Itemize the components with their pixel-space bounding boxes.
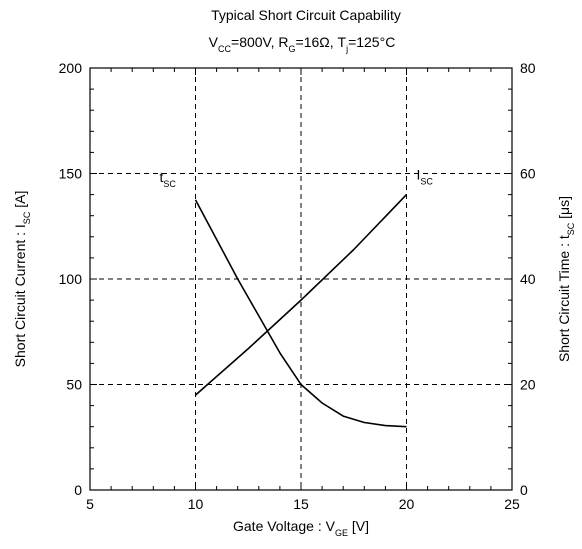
y-right-tick-label: 0	[520, 482, 528, 498]
x-tick-label: 5	[86, 496, 94, 512]
y-left-tick-label: 100	[59, 271, 83, 287]
y-right-tick-label: 20	[520, 377, 536, 393]
y-left-tick-label: 200	[59, 60, 83, 76]
series-label-0: ISC	[417, 167, 434, 187]
y-axis-label-left: Short Circuit Current : ISC [A]	[12, 191, 32, 368]
x-tick-label: 20	[399, 496, 415, 512]
series-label-1: tSC	[160, 169, 177, 189]
grid	[90, 68, 512, 490]
y-right-tick-label: 80	[520, 60, 536, 76]
x-tick-label: 15	[293, 496, 309, 512]
x-axis-label: Gate Voltage : VGE [V]	[233, 518, 369, 538]
series-labels: ISC tSC	[160, 167, 434, 189]
series-lines	[194, 194, 408, 428]
y-axis-label-right: Short Circuit Time : tSC [μs]	[556, 196, 576, 362]
series-line-0	[194, 194, 408, 396]
y-right-tick-label: 40	[520, 271, 536, 287]
y-right-tick-label: 60	[520, 166, 536, 182]
chart-title: Typical Short Circuit Capability	[211, 7, 401, 23]
y-left-tick-label: 50	[66, 377, 82, 393]
y-left-tick-label: 0	[74, 482, 82, 498]
x-tick-label: 10	[188, 496, 204, 512]
series-line-1	[194, 199, 407, 428]
x-tick-label: 25	[504, 496, 520, 512]
chart-subtitle: VCC=800V, RG=16Ω, Tj=125°C	[209, 34, 396, 54]
y-left-tick-label: 150	[59, 166, 83, 182]
